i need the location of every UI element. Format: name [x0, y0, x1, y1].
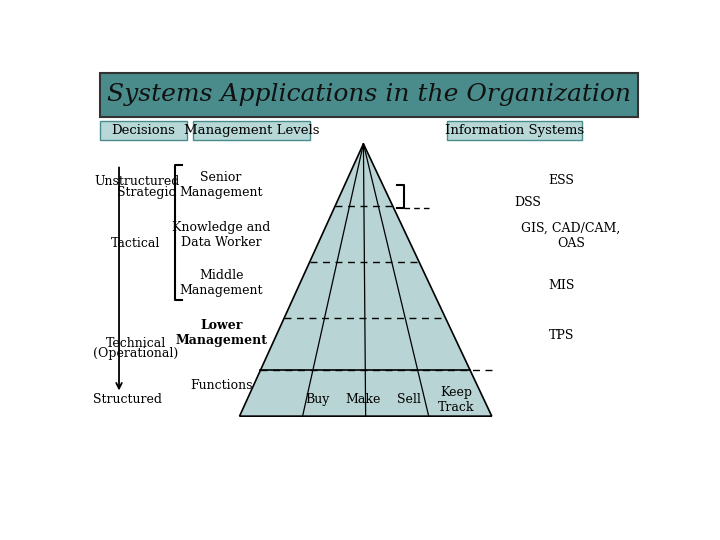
Text: GIS, CAD/CAM,
OAS: GIS, CAD/CAM, OAS: [521, 222, 621, 250]
FancyBboxPatch shape: [447, 122, 582, 140]
FancyBboxPatch shape: [100, 73, 638, 117]
Text: Tactical: Tactical: [111, 237, 161, 250]
Text: ESS: ESS: [549, 174, 575, 187]
Text: Keep
Track: Keep Track: [438, 386, 474, 414]
Text: (Operational): (Operational): [93, 347, 179, 360]
Text: Systems Applications in the Organization: Systems Applications in the Organization: [107, 83, 631, 106]
Text: Knowledge and
Data Worker: Knowledge and Data Worker: [172, 221, 270, 249]
Text: MIS: MIS: [549, 279, 575, 292]
Text: Strategic: Strategic: [117, 186, 175, 199]
Text: Unstructured: Unstructured: [95, 175, 180, 188]
Text: Functions: Functions: [190, 379, 253, 392]
Text: Lower
Management: Lower Management: [175, 319, 267, 347]
FancyBboxPatch shape: [193, 122, 310, 140]
Text: Management Levels: Management Levels: [184, 124, 320, 137]
Text: Middle
Management: Middle Management: [179, 269, 263, 297]
Text: Structured: Structured: [94, 393, 163, 406]
Text: Technical: Technical: [106, 337, 166, 350]
Text: Buy: Buy: [305, 393, 330, 406]
Text: Make: Make: [345, 393, 381, 406]
Text: Sell: Sell: [397, 393, 421, 406]
Text: Decisions: Decisions: [112, 124, 175, 137]
Text: TPS: TPS: [549, 329, 574, 342]
Text: DSS: DSS: [514, 197, 541, 210]
Text: Senior
Management: Senior Management: [179, 171, 263, 199]
FancyBboxPatch shape: [100, 122, 186, 140]
Text: Information Systems: Information Systems: [445, 124, 584, 137]
Polygon shape: [240, 144, 492, 416]
